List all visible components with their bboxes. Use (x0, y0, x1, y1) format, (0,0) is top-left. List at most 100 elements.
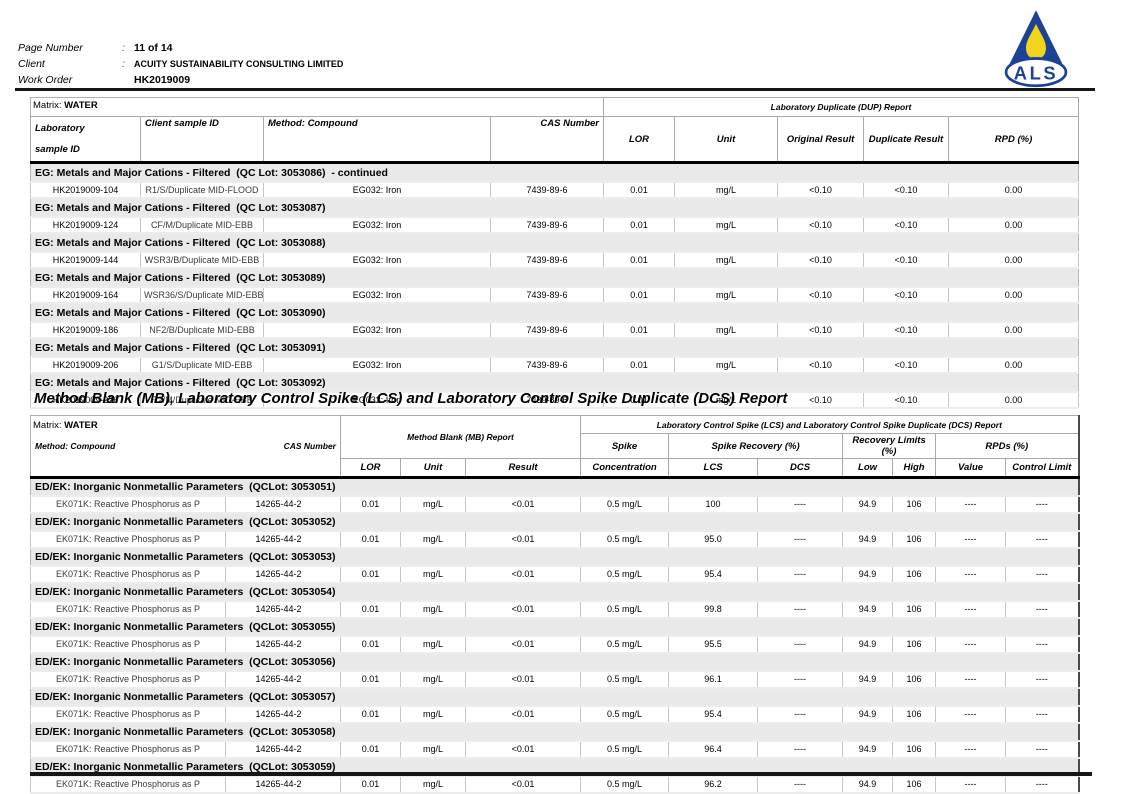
cell-client-sample-id: CF/M/Duplicate MID-EBB (140, 216, 264, 234)
cell-method-compound: EG032: Iron (263, 251, 491, 269)
col-client-sample-id: Client sample ID (140, 116, 264, 164)
dup-table-header: Laboratory Duplicate (DUP) Report Labora… (30, 97, 1080, 164)
cell-result: <0.01 (464, 565, 582, 584)
cell-result: <0.01 (464, 670, 582, 689)
cell-lor: 0.01 (603, 216, 675, 234)
mb-column-header-row: LOR Unit Result Concentration LCS DCS Lo… (31, 458, 1080, 479)
cell-lor: 0.01 (340, 565, 401, 584)
col-dcs: DCS (757, 458, 844, 479)
col-method-compound: Method: Compound (263, 116, 491, 164)
cell-cas-number: 14265-44-2 (225, 670, 341, 689)
cell-rpd: 0.00 (947, 216, 1080, 234)
col-cas-number: CAS Number (490, 116, 604, 164)
qc-section-title: EG: Metals and Major Cations - Filtered … (29, 162, 1080, 182)
qc-section-title: ED/EK: Inorganic Nonmetallic Parameters … (29, 688, 1080, 706)
cell-dcs: ---- (757, 495, 844, 514)
cell-lor: 0.01 (340, 775, 401, 794)
cell-lcs: 96.4 (668, 740, 759, 759)
cell-value: ---- (935, 530, 1007, 549)
work-order-label: Work Order (18, 74, 73, 86)
cell-method-compound: EG032: Iron (263, 286, 491, 304)
cell-unit: mg/L (674, 286, 778, 304)
cell-cas-number: 7439-89-6 (490, 251, 604, 269)
qc-section-title: ED/EK: Inorganic Nonmetallic Parameters … (29, 618, 1080, 636)
cell-client-sample-id: WSR36/S/Duplicate MID-EBB (140, 286, 264, 304)
mb-lcs-report-title: Method Blank (MB), Laboratory Control Sp… (34, 390, 788, 407)
cell-unit: mg/L (400, 670, 466, 689)
header-row-work-order: Work Order HK2019009 (18, 72, 343, 88)
cell-original-result: <0.10 (777, 181, 864, 199)
mb-data-row: EK071K: Reactive Phosphorus as P 14265-44… (30, 530, 1080, 549)
cell-high: 106 (892, 670, 937, 689)
cell-unit: mg/L (674, 251, 778, 269)
cell-analyte: EK071K: Reactive Phosphorus as P (30, 775, 226, 794)
matrix-line-dup: Matrix: WATER (33, 100, 98, 111)
cell-lor: 0.01 (340, 670, 401, 689)
cell-unit: mg/L (400, 495, 466, 514)
cell-original-result: <0.10 (777, 391, 864, 409)
page-number-label: Page Number (18, 42, 83, 54)
cell-high: 106 (892, 530, 937, 549)
cell-lab-sample-id: HK2019009-226 (30, 391, 141, 409)
cell-lor: 0.01 (603, 391, 675, 409)
dup-header-spacer (31, 98, 604, 117)
cell-low: 94.9 (842, 600, 894, 619)
laboratory-duplicate-table: Laboratory Duplicate (DUP) Report Labora… (29, 97, 1080, 409)
cell-lor: 0.01 (340, 600, 401, 619)
cell-cas-number: 7439-89-6 (490, 216, 604, 234)
separator: : (122, 58, 125, 70)
cell-cas-number: 7439-89-6 (490, 321, 604, 339)
cell-cas-number: 7439-89-6 (490, 181, 604, 199)
cell-lor: 0.01 (603, 321, 675, 339)
cell-duplicate-result: <0.10 (863, 181, 949, 199)
cell-analyte: EK071K: Reactive Phosphorus as P (30, 635, 226, 654)
cell-value: ---- (935, 740, 1007, 759)
cell-control-limit: ---- (1005, 635, 1080, 654)
report-header: Page Number : 11 of 14 Client : ACUITY S… (18, 40, 343, 88)
cell-original-result: <0.10 (777, 286, 864, 304)
cell-lor: 0.01 (340, 635, 401, 654)
qc-section-title: ED/EK: Inorganic Nonmetallic Parameters … (29, 723, 1080, 741)
cell-result: <0.01 (464, 775, 582, 794)
cell-dcs: ---- (757, 705, 844, 724)
cell-spike-concentration: 0.5 mg/L (580, 495, 670, 514)
page-bottom-divider (30, 772, 1092, 776)
cell-lor: 0.01 (603, 286, 675, 304)
qc-section-row: EG: Metals and Major Cations - Filtered … (29, 233, 1080, 252)
header-divider (15, 88, 1095, 91)
client-label: Client (18, 58, 45, 70)
cell-control-limit: ---- (1005, 775, 1080, 794)
cell-unit: mg/L (400, 565, 466, 584)
qc-section-row: ED/EK: Inorganic Nonmetallic Parameters … (29, 583, 1080, 601)
cell-high: 106 (892, 635, 937, 654)
cell-lcs: 95.5 (668, 635, 759, 654)
cell-low: 94.9 (842, 740, 894, 759)
cell-low: 94.9 (842, 670, 894, 689)
col-result: Result (464, 458, 582, 479)
group-rpds: RPDs (%) (935, 433, 1080, 459)
cell-analyte: EK071K: Reactive Phosphorus as P (30, 705, 226, 724)
col-laboratory-sample-id: Laboratory sample ID (30, 116, 141, 164)
cell-dcs: ---- (757, 600, 844, 619)
cell-cas-number: 14265-44-2 (225, 705, 341, 724)
cell-result: <0.01 (464, 495, 582, 514)
mb-data-row: EK071K: Reactive Phosphorus as P 14265-44… (30, 670, 1080, 689)
cell-analyte: EK071K: Reactive Phosphorus as P (30, 670, 226, 689)
cell-lcs: 96.1 (668, 670, 759, 689)
col-method-compound: Method: Compound (30, 415, 226, 479)
method-blank-lcs-table: Method: Compound CAS Number Method Blank… (29, 415, 1080, 794)
cell-cas-number: 14265-44-2 (225, 775, 341, 794)
dup-data-row: HK2019009-144 WSR3/B/Duplicate MID-EBB EG0… (30, 251, 1080, 269)
dup-data-row: HK2019009-164 WSR36/S/Duplicate MID-EBB EG… (30, 286, 1080, 304)
cell-spike-concentration: 0.5 mg/L (580, 565, 670, 584)
qc-section-title: EG: Metals and Major Cations - Filtered … (29, 268, 1080, 287)
cell-lab-sample-id: HK2019009-164 (30, 286, 141, 304)
matrix-value: WATER (64, 100, 98, 111)
cell-client-sample-id: G1/S/Duplicate MID-EBB (140, 356, 264, 374)
cell-cas-number: 14265-44-2 (225, 740, 341, 759)
qc-section-title: EG: Metals and Major Cations - Filtered … (29, 303, 1080, 322)
cell-original-result: <0.10 (777, 251, 864, 269)
logo-text: ALS (1014, 63, 1059, 84)
cell-lor: 0.01 (340, 705, 401, 724)
qc-section-row: ED/EK: Inorganic Nonmetallic Parameters … (29, 653, 1080, 671)
